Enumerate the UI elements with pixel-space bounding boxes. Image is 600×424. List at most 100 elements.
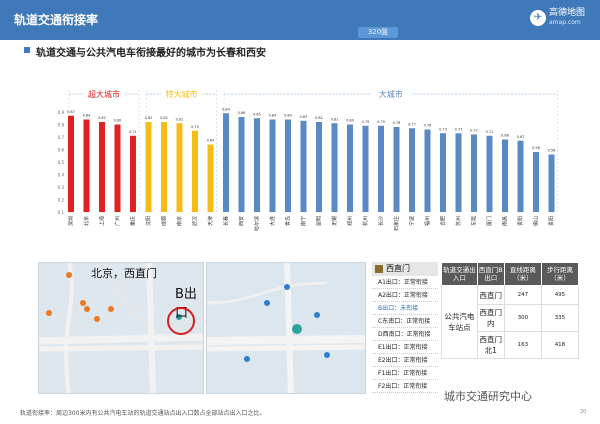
- bar: [254, 118, 260, 212]
- y-tick-label: 0.9: [58, 110, 65, 115]
- legend-item: A1出口：正常衔接: [372, 276, 438, 289]
- bar: [99, 122, 105, 212]
- bar: [471, 134, 477, 212]
- table-row: 西直门北1 163 418: [442, 331, 580, 359]
- x-tick-label: 哈尔滨: [254, 216, 261, 231]
- table-header: 西直门B出口: [476, 262, 505, 286]
- bar-value-label: 0.78: [393, 121, 401, 125]
- table-row: 西直门内 300 335: [442, 304, 580, 332]
- bar: [424, 129, 431, 212]
- x-tick-label: 无锡: [331, 216, 338, 226]
- bar: [486, 135, 493, 212]
- map-left-roads: [39, 263, 203, 393]
- y-tick-label: 0.5: [58, 160, 65, 165]
- bar-value-label: 0.81: [331, 117, 339, 121]
- table-cell: 335: [540, 304, 580, 332]
- bar-value-label: 0.67: [517, 135, 525, 139]
- bar: [347, 124, 353, 212]
- y-tick-label: 0.7: [58, 135, 65, 140]
- bar-value-label: 0.84: [284, 114, 293, 118]
- x-tick-label: 广州: [114, 216, 121, 226]
- legend-item: E1出口：正常衔接: [372, 341, 438, 354]
- bar: [316, 122, 322, 212]
- table-cell: 163: [503, 331, 542, 359]
- exit-legend: 西直门 A1出口：正常衔接 A2出口：正常衔接 B出口：未衔接 C东南口：正常衔…: [372, 262, 438, 398]
- y-tick-label: 0.4: [58, 173, 65, 178]
- legend-item: E2出口：正常衔接: [372, 354, 438, 367]
- bar: [269, 119, 276, 212]
- watermark: 城市交通研究中心: [444, 388, 532, 404]
- footnote: 轨道衔接率：周边300米内有公共汽电车站的轨道交通站点出入口数占全部站点出入口之…: [20, 410, 266, 417]
- bar: [300, 120, 307, 212]
- group-label-bg: [84, 88, 124, 100]
- table-cell: 西直门内: [476, 304, 505, 332]
- bar-value-label: 0.82: [145, 116, 153, 120]
- bar-value-label: 0.64: [207, 139, 216, 143]
- x-tick-label: 武汉: [192, 216, 199, 226]
- y-tick-label: 0.1: [58, 210, 65, 215]
- bar: [176, 123, 183, 212]
- table-cell: 西直门: [476, 285, 505, 305]
- legend-title: 西直门: [372, 262, 438, 276]
- table-cell: 300: [503, 304, 542, 332]
- x-tick-label: 东莞: [471, 216, 478, 226]
- bar-value-label: 0.84: [83, 114, 92, 118]
- legend-item: F1出口：正常衔接: [372, 367, 438, 380]
- table-header: 直线距离（米）: [503, 262, 542, 286]
- bar-value-label: 0.86: [238, 111, 246, 115]
- logo-name: 高德地图: [549, 8, 586, 18]
- x-tick-label: 佛山: [533, 216, 540, 226]
- bar: [393, 127, 400, 212]
- x-tick-label: 厦门: [486, 216, 493, 226]
- table-row: 公共汽电车站点 西直门 247 495: [441, 285, 580, 359]
- group-label-bg: [161, 88, 202, 100]
- x-tick-label: 西安: [238, 216, 245, 226]
- x-tick-label: 昆明: [317, 216, 323, 226]
- x-tick-label: 南京: [176, 216, 183, 226]
- group-label: 特大城市: [166, 89, 198, 99]
- bar-value-label: 0.73: [439, 127, 447, 131]
- table-header: 轨道交通出入口: [441, 262, 478, 286]
- bar: [114, 124, 121, 212]
- x-tick-label: 长春: [223, 216, 230, 226]
- y-tick-label: 0.8: [58, 123, 65, 128]
- x-tick-label: 南宁: [300, 216, 307, 226]
- x-tick-label: 成都: [161, 216, 168, 226]
- group-label-bg: [370, 88, 411, 100]
- bar-value-label: 0.79: [362, 120, 370, 124]
- bar: [285, 119, 291, 212]
- x-tick-label: 青岛: [285, 216, 292, 226]
- page-title: 轨道交通衔接率: [14, 13, 99, 27]
- x-tick-label: 贵阳: [548, 216, 555, 226]
- exit-highlight-ring: [167, 307, 195, 335]
- logo: ✈ 高德地图 amap.com: [530, 8, 585, 28]
- bar-value-label: 0.79: [377, 120, 385, 124]
- bar: [378, 125, 384, 212]
- table-cell: 495: [540, 285, 580, 305]
- bar-value-label: 0.71: [486, 130, 494, 134]
- bar: [192, 130, 198, 212]
- legend-item: D西南口：正常衔接: [372, 328, 438, 341]
- x-tick-label: 杭州: [362, 216, 369, 226]
- map-right-roads: [207, 263, 365, 393]
- bar: [517, 140, 524, 212]
- bar: [409, 128, 415, 212]
- bar-value-label: 0.82: [315, 116, 323, 120]
- distance-table: 轨道交通出入口 西直门B出口 直线距离（米） 步行距离（米） 公共汽电车站点 西…: [441, 262, 580, 359]
- bar-value-label: 0.77: [408, 122, 416, 126]
- bar-value-label: 0.76: [424, 124, 432, 128]
- bar: [548, 154, 555, 212]
- bar-value-label: 0.87: [67, 110, 75, 114]
- bar-value-label: 0.80: [346, 119, 354, 123]
- page-number: 20: [580, 409, 587, 415]
- table-group-label: 公共汽电车站点: [441, 285, 478, 359]
- map-right: [206, 262, 366, 394]
- bar-value-label: 0.75: [191, 125, 199, 129]
- bar-value-label: 0.68: [501, 134, 509, 138]
- x-tick-label: 福州: [424, 216, 431, 226]
- legend-item: A2出口：正常衔接: [372, 289, 438, 302]
- y-tick-label: 0.3: [58, 185, 65, 190]
- x-tick-label: 南昌: [502, 216, 509, 226]
- map-left: 北京，西直门 B出口: [38, 262, 204, 394]
- bar: [533, 152, 539, 212]
